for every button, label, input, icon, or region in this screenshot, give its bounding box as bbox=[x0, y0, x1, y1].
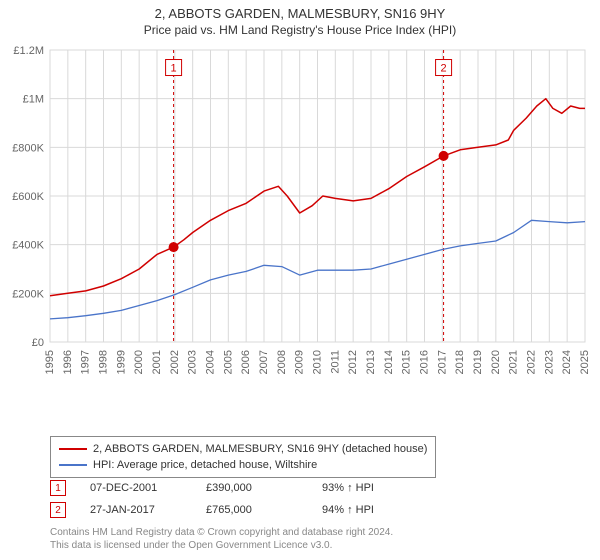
svg-text:2018: 2018 bbox=[454, 350, 466, 374]
svg-text:2025: 2025 bbox=[579, 350, 591, 374]
svg-text:2005: 2005 bbox=[222, 350, 234, 374]
marker-date-1: 07-DEC-2001 bbox=[90, 482, 182, 494]
title-block: 2, ABBOTS GARDEN, MALMESBURY, SN16 9HY P… bbox=[0, 0, 600, 37]
marker-date-2: 27-JAN-2017 bbox=[90, 504, 182, 516]
svg-text:1998: 1998 bbox=[98, 350, 110, 374]
svg-text:2011: 2011 bbox=[329, 350, 341, 374]
svg-text:2020: 2020 bbox=[490, 350, 502, 374]
footer-line-1: Contains HM Land Registry data © Crown c… bbox=[50, 526, 393, 539]
svg-text:1997: 1997 bbox=[80, 350, 92, 374]
svg-text:£800K: £800K bbox=[12, 142, 44, 154]
chart-svg: £0£200K£400K£600K£800K£1M£1.2M1995199619… bbox=[50, 50, 585, 390]
svg-text:2007: 2007 bbox=[258, 350, 270, 374]
svg-text:£600K: £600K bbox=[12, 191, 44, 203]
svg-text:1996: 1996 bbox=[62, 350, 74, 374]
svg-text:£1.2M: £1.2M bbox=[13, 45, 44, 57]
marker-pct-2: 94% ↑ HPI bbox=[322, 504, 414, 516]
svg-text:£200K: £200K bbox=[12, 288, 44, 300]
markers-table: 1 07-DEC-2001 £390,000 93% ↑ HPI 2 27-JA… bbox=[50, 480, 414, 524]
svg-text:2016: 2016 bbox=[419, 350, 431, 374]
legend-label-hpi: HPI: Average price, detached house, Wilt… bbox=[93, 457, 317, 473]
chart-area: £0£200K£400K£600K£800K£1M£1.2M1995199619… bbox=[50, 50, 585, 390]
svg-text:2014: 2014 bbox=[383, 350, 395, 374]
marker-row-1: 1 07-DEC-2001 £390,000 93% ↑ HPI bbox=[50, 480, 414, 496]
svg-text:2002: 2002 bbox=[169, 350, 181, 374]
legend-box: 2, ABBOTS GARDEN, MALMESBURY, SN16 9HY (… bbox=[50, 436, 436, 478]
svg-text:2024: 2024 bbox=[561, 350, 573, 374]
svg-text:2009: 2009 bbox=[294, 350, 306, 374]
svg-text:1: 1 bbox=[171, 63, 177, 75]
svg-text:£400K: £400K bbox=[12, 240, 44, 252]
svg-text:1999: 1999 bbox=[115, 350, 127, 374]
svg-text:1995: 1995 bbox=[44, 350, 56, 374]
svg-text:2004: 2004 bbox=[205, 350, 217, 374]
svg-text:2017: 2017 bbox=[436, 350, 448, 374]
title-main: 2, ABBOTS GARDEN, MALMESBURY, SN16 9HY bbox=[0, 6, 600, 21]
svg-text:2000: 2000 bbox=[133, 350, 145, 374]
svg-text:£0: £0 bbox=[32, 337, 44, 349]
marker-row-2: 2 27-JAN-2017 £765,000 94% ↑ HPI bbox=[50, 502, 414, 518]
page-container: 2, ABBOTS GARDEN, MALMESBURY, SN16 9HY P… bbox=[0, 0, 600, 560]
svg-text:2015: 2015 bbox=[401, 350, 413, 374]
marker-price-1: £390,000 bbox=[206, 482, 298, 494]
svg-text:2023: 2023 bbox=[543, 350, 555, 374]
title-sub: Price paid vs. HM Land Registry's House … bbox=[0, 23, 600, 37]
svg-text:2: 2 bbox=[441, 63, 447, 75]
footer-line-2: This data is licensed under the Open Gov… bbox=[50, 539, 393, 552]
svg-text:2010: 2010 bbox=[312, 350, 324, 374]
marker-badge-1: 1 bbox=[50, 480, 66, 496]
svg-text:2006: 2006 bbox=[240, 350, 252, 374]
legend-row-hpi: HPI: Average price, detached house, Wilt… bbox=[59, 457, 427, 473]
svg-text:2003: 2003 bbox=[187, 350, 199, 374]
legend-row-price: 2, ABBOTS GARDEN, MALMESBURY, SN16 9HY (… bbox=[59, 441, 427, 457]
legend-swatch-price bbox=[59, 448, 87, 450]
svg-text:2022: 2022 bbox=[526, 350, 538, 374]
svg-text:2012: 2012 bbox=[347, 350, 359, 374]
footer-block: Contains HM Land Registry data © Crown c… bbox=[50, 526, 393, 552]
svg-text:£1M: £1M bbox=[23, 94, 44, 106]
legend-label-price: 2, ABBOTS GARDEN, MALMESBURY, SN16 9HY (… bbox=[93, 441, 427, 457]
svg-text:2001: 2001 bbox=[151, 350, 163, 374]
legend-swatch-hpi bbox=[59, 464, 87, 466]
svg-text:2019: 2019 bbox=[472, 350, 484, 374]
svg-text:2021: 2021 bbox=[508, 350, 520, 374]
marker-price-2: £765,000 bbox=[206, 504, 298, 516]
marker-pct-1: 93% ↑ HPI bbox=[322, 482, 414, 494]
svg-text:2008: 2008 bbox=[276, 350, 288, 374]
marker-badge-2: 2 bbox=[50, 502, 66, 518]
svg-text:2013: 2013 bbox=[365, 350, 377, 374]
